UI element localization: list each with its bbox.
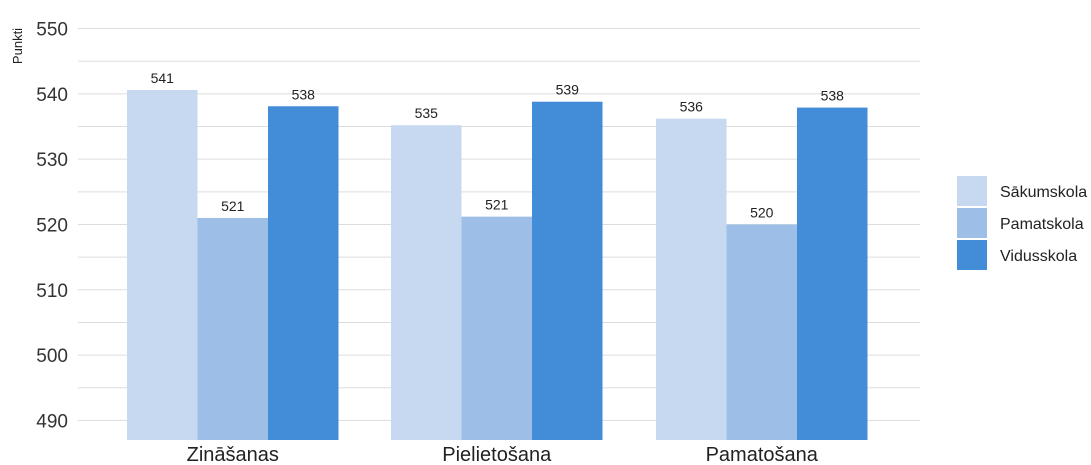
bar-sākumskola-1 bbox=[127, 89, 198, 440]
legend-label: Sākumskola bbox=[1000, 184, 1087, 201]
legend-swatch bbox=[957, 176, 987, 206]
bars bbox=[127, 89, 868, 441]
data-label: 538 bbox=[821, 88, 845, 104]
data-label: 521 bbox=[221, 198, 245, 214]
bar-vidusskola-2 bbox=[532, 101, 603, 441]
y-tick-label: 520 bbox=[36, 215, 68, 236]
legend-swatch bbox=[957, 240, 987, 270]
bar-vidusskola-1 bbox=[268, 106, 339, 440]
legend-label: Pamatskola bbox=[1000, 216, 1084, 233]
x-axis-ticks: Zināšanas Pielietošana Pamatošana bbox=[187, 444, 819, 465]
y-tick-label: 540 bbox=[36, 85, 68, 106]
bar-sākumskola-2 bbox=[391, 125, 462, 441]
legend: Sākumskola Pamatskola Vidusskola bbox=[957, 176, 1087, 270]
y-tick-label: 550 bbox=[36, 20, 68, 41]
y-tick-label: 500 bbox=[36, 346, 68, 367]
data-label: 520 bbox=[750, 204, 774, 220]
bar-sākumskola-3 bbox=[656, 118, 727, 440]
y-tick-label: 530 bbox=[36, 150, 68, 171]
legend-swatch bbox=[957, 208, 987, 238]
y-tick-label: 510 bbox=[36, 281, 68, 302]
legend-label: Vidusskola bbox=[1000, 248, 1077, 265]
bar-pamatskola-3 bbox=[726, 224, 797, 440]
data-label: 535 bbox=[415, 105, 439, 121]
bar-vidusskola-3 bbox=[797, 107, 868, 440]
y-tick-label: 490 bbox=[36, 411, 68, 432]
y-axis-ticks: 490 500 510 520 530 540 550 bbox=[36, 20, 68, 433]
x-tick-label: Pielietošana bbox=[442, 444, 552, 465]
x-tick-label: Zināšanas bbox=[187, 444, 279, 465]
bar-pamatskola-1 bbox=[197, 217, 268, 440]
data-label: 538 bbox=[292, 86, 316, 102]
bar-pamatskola-2 bbox=[461, 216, 532, 440]
y-axis-label: Punkti bbox=[10, 28, 25, 64]
data-label: 539 bbox=[556, 82, 580, 98]
x-tick-label: Pamatošana bbox=[706, 444, 819, 465]
data-label: 536 bbox=[680, 99, 704, 115]
data-label: 521 bbox=[485, 197, 509, 213]
data-label: 541 bbox=[151, 70, 175, 86]
data-labels: 541 521 538 535 521 539 536 520 538 bbox=[151, 70, 845, 221]
